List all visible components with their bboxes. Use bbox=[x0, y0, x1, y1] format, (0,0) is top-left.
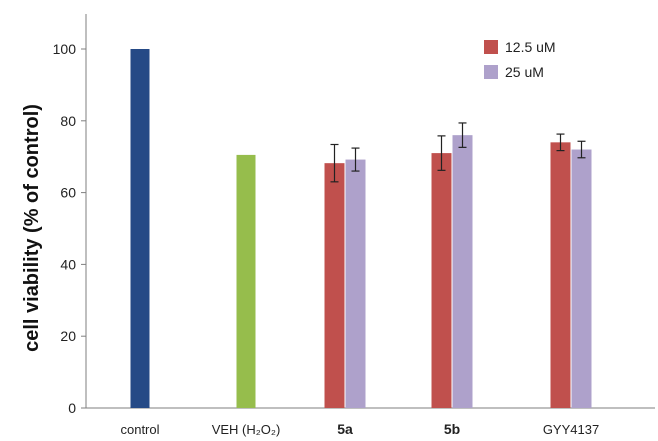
bar bbox=[550, 142, 571, 408]
x-tick-label: control bbox=[120, 422, 159, 437]
bar bbox=[345, 159, 366, 408]
y-tick-label: 80 bbox=[60, 113, 76, 129]
x-tick-label: VEH (H₂O₂) bbox=[212, 422, 281, 437]
bar bbox=[130, 49, 150, 408]
x-tick-label: 5b bbox=[444, 421, 460, 437]
bars bbox=[130, 49, 592, 408]
x-tick-labels: control VEH (H₂O₂) 5a 5b GYY4137 bbox=[120, 421, 599, 437]
legend-swatch bbox=[484, 65, 498, 79]
y-tick-label: 0 bbox=[68, 400, 76, 416]
bar bbox=[236, 154, 256, 408]
x-tick-label: 5a bbox=[337, 421, 353, 437]
legend-swatch bbox=[484, 40, 498, 54]
x-tick-label: GYY4137 bbox=[543, 422, 599, 437]
bar bbox=[324, 163, 345, 408]
legend-label: 25 uM bbox=[505, 64, 544, 80]
y-tick-label: 60 bbox=[60, 185, 76, 201]
legend: 12.5 uM 25 uM bbox=[484, 39, 556, 80]
bar bbox=[452, 135, 473, 408]
bar bbox=[431, 153, 452, 408]
bar bbox=[571, 149, 592, 408]
y-tick-label: 20 bbox=[60, 328, 76, 344]
y-axis-label: cell viability (% of control) bbox=[21, 104, 43, 352]
error-bars bbox=[330, 122, 586, 183]
y-tick-label: 40 bbox=[60, 256, 76, 272]
y-tick-label: 100 bbox=[53, 41, 77, 57]
axes: 0 20 40 60 80 100 bbox=[53, 14, 655, 416]
legend-label: 12.5 uM bbox=[505, 39, 556, 55]
